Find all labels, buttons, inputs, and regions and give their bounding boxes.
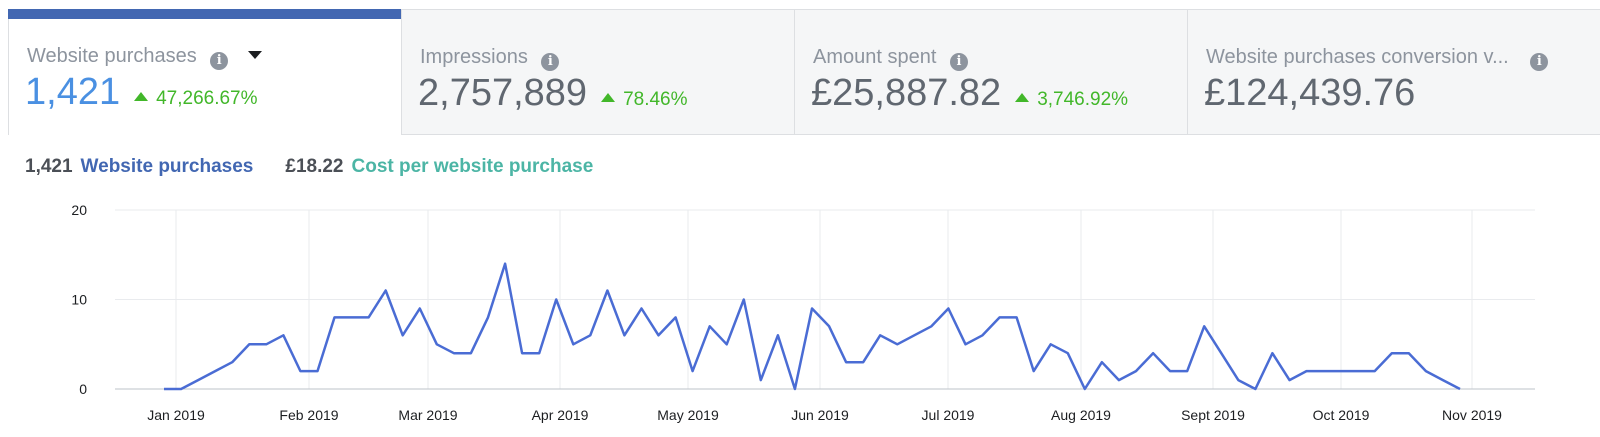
info-icon[interactable]: i — [210, 52, 229, 70]
x-tick-label: Aug 2019 — [1051, 407, 1111, 423]
series-line-website-purchases — [164, 262, 1461, 391]
cost-legend-label[interactable]: Cost per website purchase — [351, 156, 594, 177]
x-tick-label: Jul 2019 — [922, 407, 975, 423]
x-tick-label: Apr 2019 — [532, 407, 589, 423]
tab-label: Amount spent i — [813, 46, 968, 71]
tab-label: Website purchases i — [27, 45, 262, 70]
tab-conversion-value[interactable]: Website purchases conversion v... i £124… — [1187, 9, 1600, 135]
delta-text: 47,266.67% — [156, 88, 258, 109]
tab-amount-spent[interactable]: Amount spent i £25,887.82 3,746.92% — [794, 9, 1187, 135]
y-tick-label: 20 — [71, 202, 87, 218]
tab-website-purchases[interactable]: Website purchases i 1,421 47,266.67% — [8, 9, 401, 135]
metric-tabs: Website purchases i 1,421 47,266.67% Imp… — [8, 9, 1600, 135]
x-tick-label: Mar 2019 — [398, 407, 457, 423]
delta-badge: 78.46% — [601, 89, 688, 111]
tab-value: £25,887.82 — [811, 72, 1002, 114]
purchases-total: 1,421 — [25, 156, 73, 177]
delta-text: 78.46% — [623, 89, 688, 110]
x-tick-label: Jan 2019 — [147, 407, 205, 423]
chart-summary: 1,421 Website purchases £18.22 Cost per web… — [25, 156, 593, 178]
cost-per-purchase-value: £18.22 — [285, 156, 344, 177]
x-tick-label: Nov 2019 — [1442, 407, 1502, 423]
arrow-up-icon — [1015, 93, 1030, 102]
tab-label-text: Impressions — [420, 46, 528, 68]
line-chart: Jan 2019 Feb 2019 Mar 2019 Apr 2019 May 2019… — [71, 202, 1535, 423]
tab-label-text: Amount spent — [813, 46, 937, 68]
tab-impressions[interactable]: Impressions i 2,757,889 78.46% — [401, 9, 794, 135]
delta-text: 3,746.92% — [1037, 89, 1129, 110]
x-tick-label: May 2019 — [657, 407, 719, 423]
tab-label: Website purchases conversion v... i — [1206, 46, 1549, 71]
x-tick-label: Sept 2019 — [1181, 407, 1245, 423]
tab-value: £124,439.76 — [1204, 72, 1416, 114]
tab-label-text: Website purchases conversion v... — [1206, 46, 1509, 68]
info-icon[interactable]: i — [1530, 53, 1549, 71]
x-tick-label: Oct 2019 — [1313, 407, 1370, 423]
x-tick-label: Feb 2019 — [279, 407, 338, 423]
tab-label: Impressions i — [420, 46, 560, 71]
x-tick-label: Jun 2019 — [791, 407, 849, 423]
info-icon[interactable]: i — [541, 53, 560, 71]
tab-value: 2,757,889 — [418, 72, 588, 114]
tab-value: 1,421 — [25, 71, 121, 113]
delta-badge: 3,746.92% — [1015, 89, 1128, 111]
chevron-down-icon[interactable] — [247, 51, 262, 59]
tab-label-text: Website purchases — [27, 45, 197, 67]
delta-badge: 47,266.67% — [134, 88, 258, 110]
arrow-up-icon — [601, 93, 616, 102]
arrow-up-icon — [134, 92, 149, 101]
y-tick-label: 10 — [71, 292, 87, 308]
y-tick-label: 0 — [79, 381, 87, 397]
purchases-legend-label[interactable]: Website purchases — [80, 156, 254, 177]
info-icon[interactable]: i — [949, 53, 968, 71]
